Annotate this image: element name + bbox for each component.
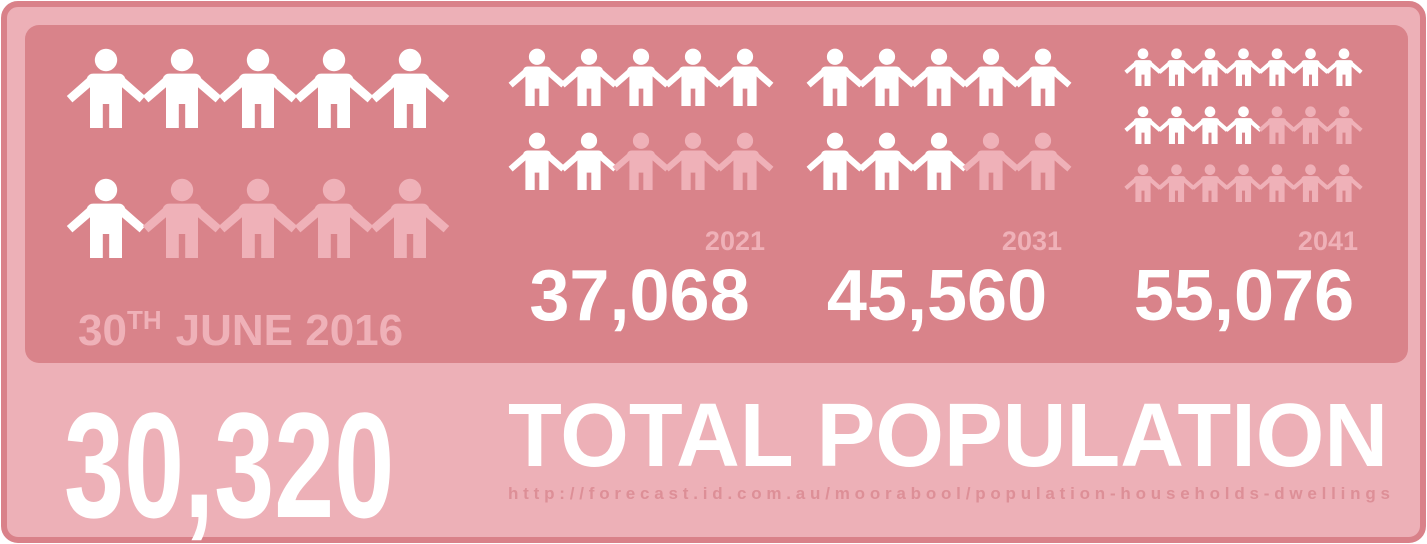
panel (25, 25, 1408, 363)
year-label: 2031 (1002, 226, 1062, 256)
year-label: 2041 (1298, 226, 1358, 256)
population-value: 55,076 (1134, 256, 1354, 336)
year-label: 2021 (705, 226, 765, 256)
population-value: 37,068 (529, 256, 749, 336)
date-label: 30TH JUNE 2016 (78, 305, 403, 355)
source-url: http://forecast.id.com.au/moorabool/popu… (508, 484, 1390, 503)
total-label: TOTAL POPULATION (508, 386, 1388, 486)
population-value: 45,560 (827, 256, 1047, 336)
total-value: 30,320 (64, 382, 394, 544)
